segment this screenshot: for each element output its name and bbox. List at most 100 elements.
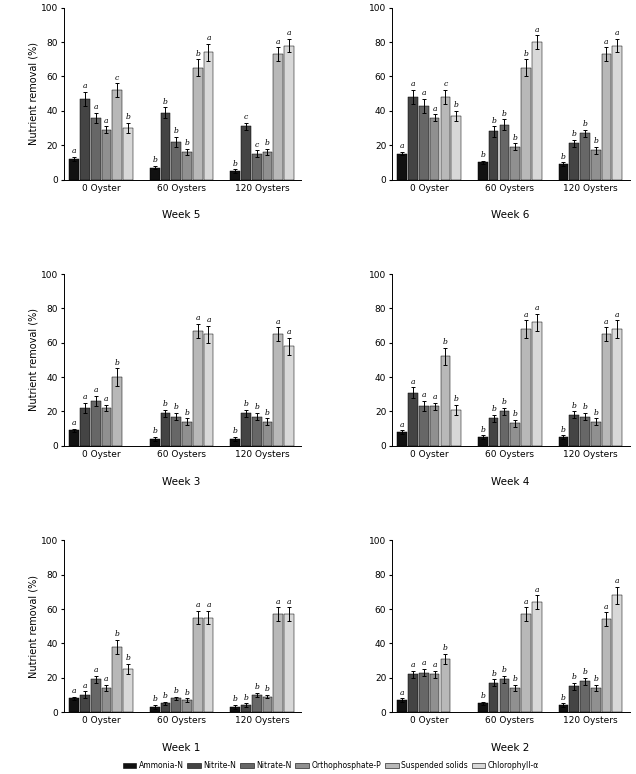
Text: b: b (453, 101, 459, 109)
Bar (252, 695, 261, 712)
Bar (612, 595, 622, 712)
Text: b: b (233, 159, 238, 167)
Bar (80, 99, 90, 180)
Text: a: a (604, 603, 609, 611)
Text: a: a (104, 117, 109, 125)
Bar (273, 614, 283, 712)
Text: b: b (174, 403, 179, 412)
Bar (430, 674, 439, 712)
Text: a: a (615, 310, 619, 319)
Text: b: b (163, 692, 168, 700)
Text: a: a (604, 37, 609, 46)
Bar (558, 437, 568, 446)
Bar (102, 130, 111, 180)
Text: c: c (115, 74, 120, 81)
Text: a: a (287, 598, 291, 605)
Text: b: b (502, 666, 507, 674)
Bar (419, 673, 429, 712)
Bar (419, 406, 429, 446)
Text: a: a (523, 310, 528, 319)
Bar (284, 46, 294, 180)
Bar (580, 681, 590, 712)
Bar (252, 416, 261, 446)
Text: a: a (72, 419, 76, 427)
Bar (441, 357, 450, 446)
Text: a: a (195, 314, 200, 322)
Bar (408, 97, 418, 180)
Bar (182, 152, 192, 180)
Text: b: b (443, 338, 448, 346)
Text: b: b (184, 139, 190, 147)
Bar (441, 97, 450, 180)
Text: b: b (480, 151, 485, 159)
Text: c: c (244, 113, 248, 121)
Text: a: a (422, 659, 426, 667)
Text: a: a (93, 386, 98, 394)
Text: a: a (83, 82, 87, 91)
Legend: Ammonia-N, Nitrite-N, Nitrate-N, Orthophosphate-P, Suspended solids, Chlorophyll: Ammonia-N, Nitrite-N, Nitrate-N, Orthoph… (123, 761, 539, 770)
Y-axis label: Nutrient removal (%): Nutrient removal (%) (28, 308, 38, 412)
Text: a: a (534, 26, 539, 33)
Text: b: b (480, 426, 485, 433)
Text: b: b (184, 689, 190, 697)
Bar (204, 53, 213, 180)
Bar (478, 163, 488, 180)
Bar (408, 392, 418, 446)
Bar (241, 126, 251, 180)
Text: b: b (572, 130, 577, 139)
Text: b: b (523, 50, 529, 57)
Bar (204, 618, 213, 712)
Bar (499, 125, 509, 180)
Bar (569, 143, 579, 180)
Text: b: b (152, 696, 157, 704)
Text: b: b (244, 694, 249, 702)
Text: b: b (561, 152, 566, 161)
Text: Week 4: Week 4 (490, 477, 529, 487)
Text: a: a (93, 666, 98, 674)
Text: a: a (83, 682, 87, 690)
Y-axis label: Nutrient removal (%): Nutrient removal (%) (28, 42, 38, 146)
Bar (252, 154, 261, 180)
Text: b: b (513, 675, 518, 683)
Text: Week 1: Week 1 (162, 743, 201, 753)
Bar (150, 439, 160, 446)
Bar (489, 683, 499, 712)
Text: b: b (163, 98, 168, 106)
Bar (612, 46, 622, 180)
Bar (558, 705, 568, 712)
Text: b: b (265, 409, 270, 416)
Text: a: a (195, 601, 200, 609)
Text: Week 5: Week 5 (162, 211, 201, 221)
Bar (398, 700, 407, 712)
Bar (160, 112, 170, 180)
Bar (580, 133, 590, 180)
Bar (80, 408, 90, 446)
Bar (284, 346, 294, 446)
Bar (478, 437, 488, 446)
Bar (69, 698, 79, 712)
Bar (408, 674, 418, 712)
Bar (123, 670, 133, 712)
Text: Week 6: Week 6 (490, 211, 529, 221)
Text: a: a (615, 577, 619, 585)
Bar (150, 707, 160, 712)
Bar (478, 704, 488, 712)
Text: b: b (513, 410, 518, 418)
Text: a: a (400, 689, 404, 697)
Text: b: b (233, 696, 238, 704)
Bar (230, 439, 240, 446)
Bar (69, 430, 79, 446)
Bar (263, 152, 272, 180)
Text: b: b (593, 409, 598, 416)
Bar (273, 334, 283, 446)
Text: b: b (453, 395, 459, 402)
Text: b: b (480, 692, 485, 700)
Bar (419, 106, 429, 180)
Text: b: b (195, 50, 200, 57)
Bar (489, 418, 499, 446)
Bar (263, 697, 272, 712)
Text: b: b (491, 117, 496, 125)
Text: b: b (583, 668, 588, 676)
Text: a: a (287, 29, 291, 37)
Bar (441, 659, 450, 712)
